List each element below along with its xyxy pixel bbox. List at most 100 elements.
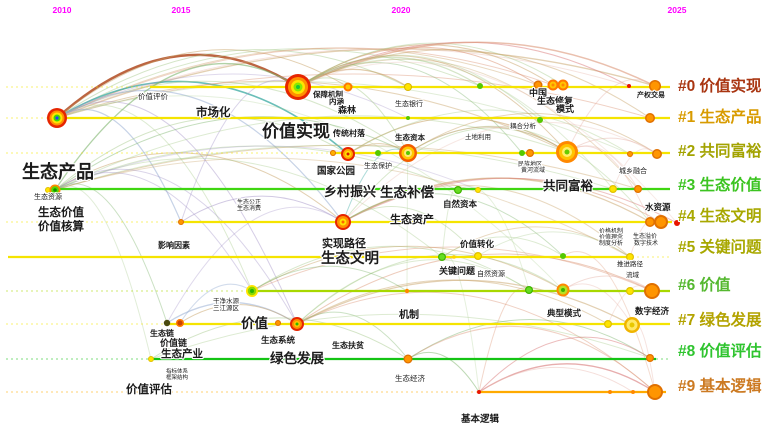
keyword-node[interactable]	[647, 384, 663, 400]
cocitation-link-arc	[407, 126, 568, 154]
keyword-label: 生态扶贫	[332, 340, 365, 350]
keyword-node[interactable]	[556, 283, 570, 297]
cluster-label-2[interactable]: #2 共同富裕	[677, 140, 763, 161]
keyword-node[interactable]	[627, 151, 633, 157]
keyword-label: 价值	[241, 315, 268, 331]
cluster-label-8[interactable]: #8 价值评估	[677, 340, 763, 361]
keyword-node[interactable]	[646, 354, 654, 362]
keyword-node[interactable]	[626, 253, 634, 261]
cluster-label-6[interactable]: #6 价值	[677, 274, 732, 295]
keyword-node[interactable]	[452, 255, 456, 259]
keyword-label: 绿色发展	[270, 350, 324, 366]
keyword-node[interactable]	[604, 320, 612, 328]
cluster-label-5[interactable]: #5 关键问题	[677, 236, 763, 257]
keyword-node[interactable]	[627, 84, 631, 88]
cocitation-link-arc	[166, 206, 344, 324]
keyword-node[interactable]	[49, 184, 61, 196]
keyword-node[interactable]	[608, 390, 612, 394]
keyword-node[interactable]	[526, 149, 534, 157]
keyword-node[interactable]	[537, 117, 543, 123]
keyword-node[interactable]	[399, 144, 417, 162]
keyword-node[interactable]	[631, 390, 635, 394]
keyword-node[interactable]	[556, 141, 578, 163]
keyword-node[interactable]	[290, 317, 304, 331]
keyword-node[interactable]	[547, 79, 559, 91]
cocitation-link-arc	[342, 206, 479, 257]
node-ring	[646, 114, 654, 122]
keyword-node[interactable]	[330, 150, 336, 156]
keyword-node[interactable]	[375, 150, 381, 156]
node-ring	[295, 322, 299, 326]
cocitation-link-arc	[478, 336, 651, 393]
keyword-node[interactable]	[454, 186, 462, 194]
keyword-node[interactable]	[45, 187, 51, 193]
keyword-node[interactable]	[649, 80, 661, 92]
keyword-node[interactable]	[525, 286, 533, 294]
keyword-node[interactable]	[176, 319, 184, 327]
cocitation-link-arc	[251, 265, 408, 292]
cocitation-link-arc	[342, 177, 662, 223]
cluster-label-9[interactable]: #9 基本逻辑	[677, 375, 763, 396]
keyword-node[interactable]	[474, 252, 482, 260]
keyword-node[interactable]	[438, 253, 446, 261]
cluster-label-7[interactable]: #7 绿色发展	[677, 309, 763, 330]
cluster-label-1[interactable]: #1 生态产品	[677, 106, 763, 127]
keyword-node[interactable]	[652, 149, 662, 159]
keyword-node[interactable]	[634, 185, 642, 193]
keyword-node[interactable]	[404, 288, 410, 294]
keyword-node[interactable]	[148, 356, 154, 362]
cocitation-link-arc	[297, 49, 651, 119]
cocitation-link-arc	[562, 275, 653, 292]
keyword-node[interactable]	[275, 320, 281, 326]
keyword-node[interactable]	[285, 74, 311, 100]
keyword-node[interactable]	[47, 108, 67, 128]
keyword-node[interactable]	[403, 188, 407, 192]
keyword-node[interactable]	[533, 80, 543, 90]
node-ring	[627, 254, 633, 260]
keyword-node[interactable]	[477, 390, 481, 394]
keyword-node[interactable]	[477, 83, 483, 89]
keyword-node[interactable]	[178, 219, 184, 225]
keyword-label: 生态系统	[261, 335, 296, 345]
keyword-node[interactable]	[475, 187, 481, 193]
keyword-label: 价值转化	[460, 239, 495, 249]
cocitation-link-arc	[478, 287, 530, 393]
keyword-node[interactable]	[609, 185, 617, 193]
keyword-label: 数字经济	[635, 306, 670, 316]
cocitation-link-arc	[54, 144, 614, 191]
keyword-node[interactable]	[624, 317, 640, 333]
cluster-label-4[interactable]: #4 生态文明	[677, 205, 763, 226]
cocitation-link-arc	[54, 144, 639, 191]
node-ring	[527, 150, 533, 156]
node-ring	[628, 152, 632, 156]
keyword-label: 生态价值	[38, 205, 84, 219]
keyword-node[interactable]	[519, 150, 525, 156]
keyword-node[interactable]	[335, 214, 351, 230]
cluster-label-0[interactable]: #0 价值实现	[677, 75, 763, 96]
keyword-node[interactable]	[343, 82, 353, 92]
node-ring	[627, 84, 631, 88]
node-ring	[177, 320, 183, 326]
cluster-label-3[interactable]: #3 生态价值	[677, 174, 763, 195]
keyword-node[interactable]	[626, 287, 634, 295]
cocitation-link-arc	[56, 48, 481, 119]
keyword-node[interactable]	[163, 319, 171, 327]
keyword-node[interactable]	[404, 83, 412, 91]
keyword-node[interactable]	[645, 217, 655, 227]
keyword-node[interactable]	[246, 285, 258, 297]
keyword-label: 数字技术	[634, 239, 658, 247]
keyword-node[interactable]	[560, 253, 566, 259]
keyword-node[interactable]	[645, 113, 655, 123]
keyword-node[interactable]	[403, 354, 413, 364]
keyword-node[interactable]	[341, 147, 355, 161]
cluster-label-layer: #0 价值实现 #1 生态产品 #2 共同富裕 #3 生态价值 #4 生态文明 #5 关键…	[677, 75, 763, 396]
keyword-node[interactable]	[644, 283, 660, 299]
keyword-node[interactable]	[674, 220, 680, 226]
keyword-node[interactable]	[406, 116, 410, 120]
cocitation-link-arc	[251, 245, 564, 292]
node-ring	[519, 150, 525, 156]
keyword-node[interactable]	[654, 215, 668, 229]
keyword-node[interactable]	[557, 79, 569, 91]
cocitation-link-arc	[56, 73, 409, 119]
